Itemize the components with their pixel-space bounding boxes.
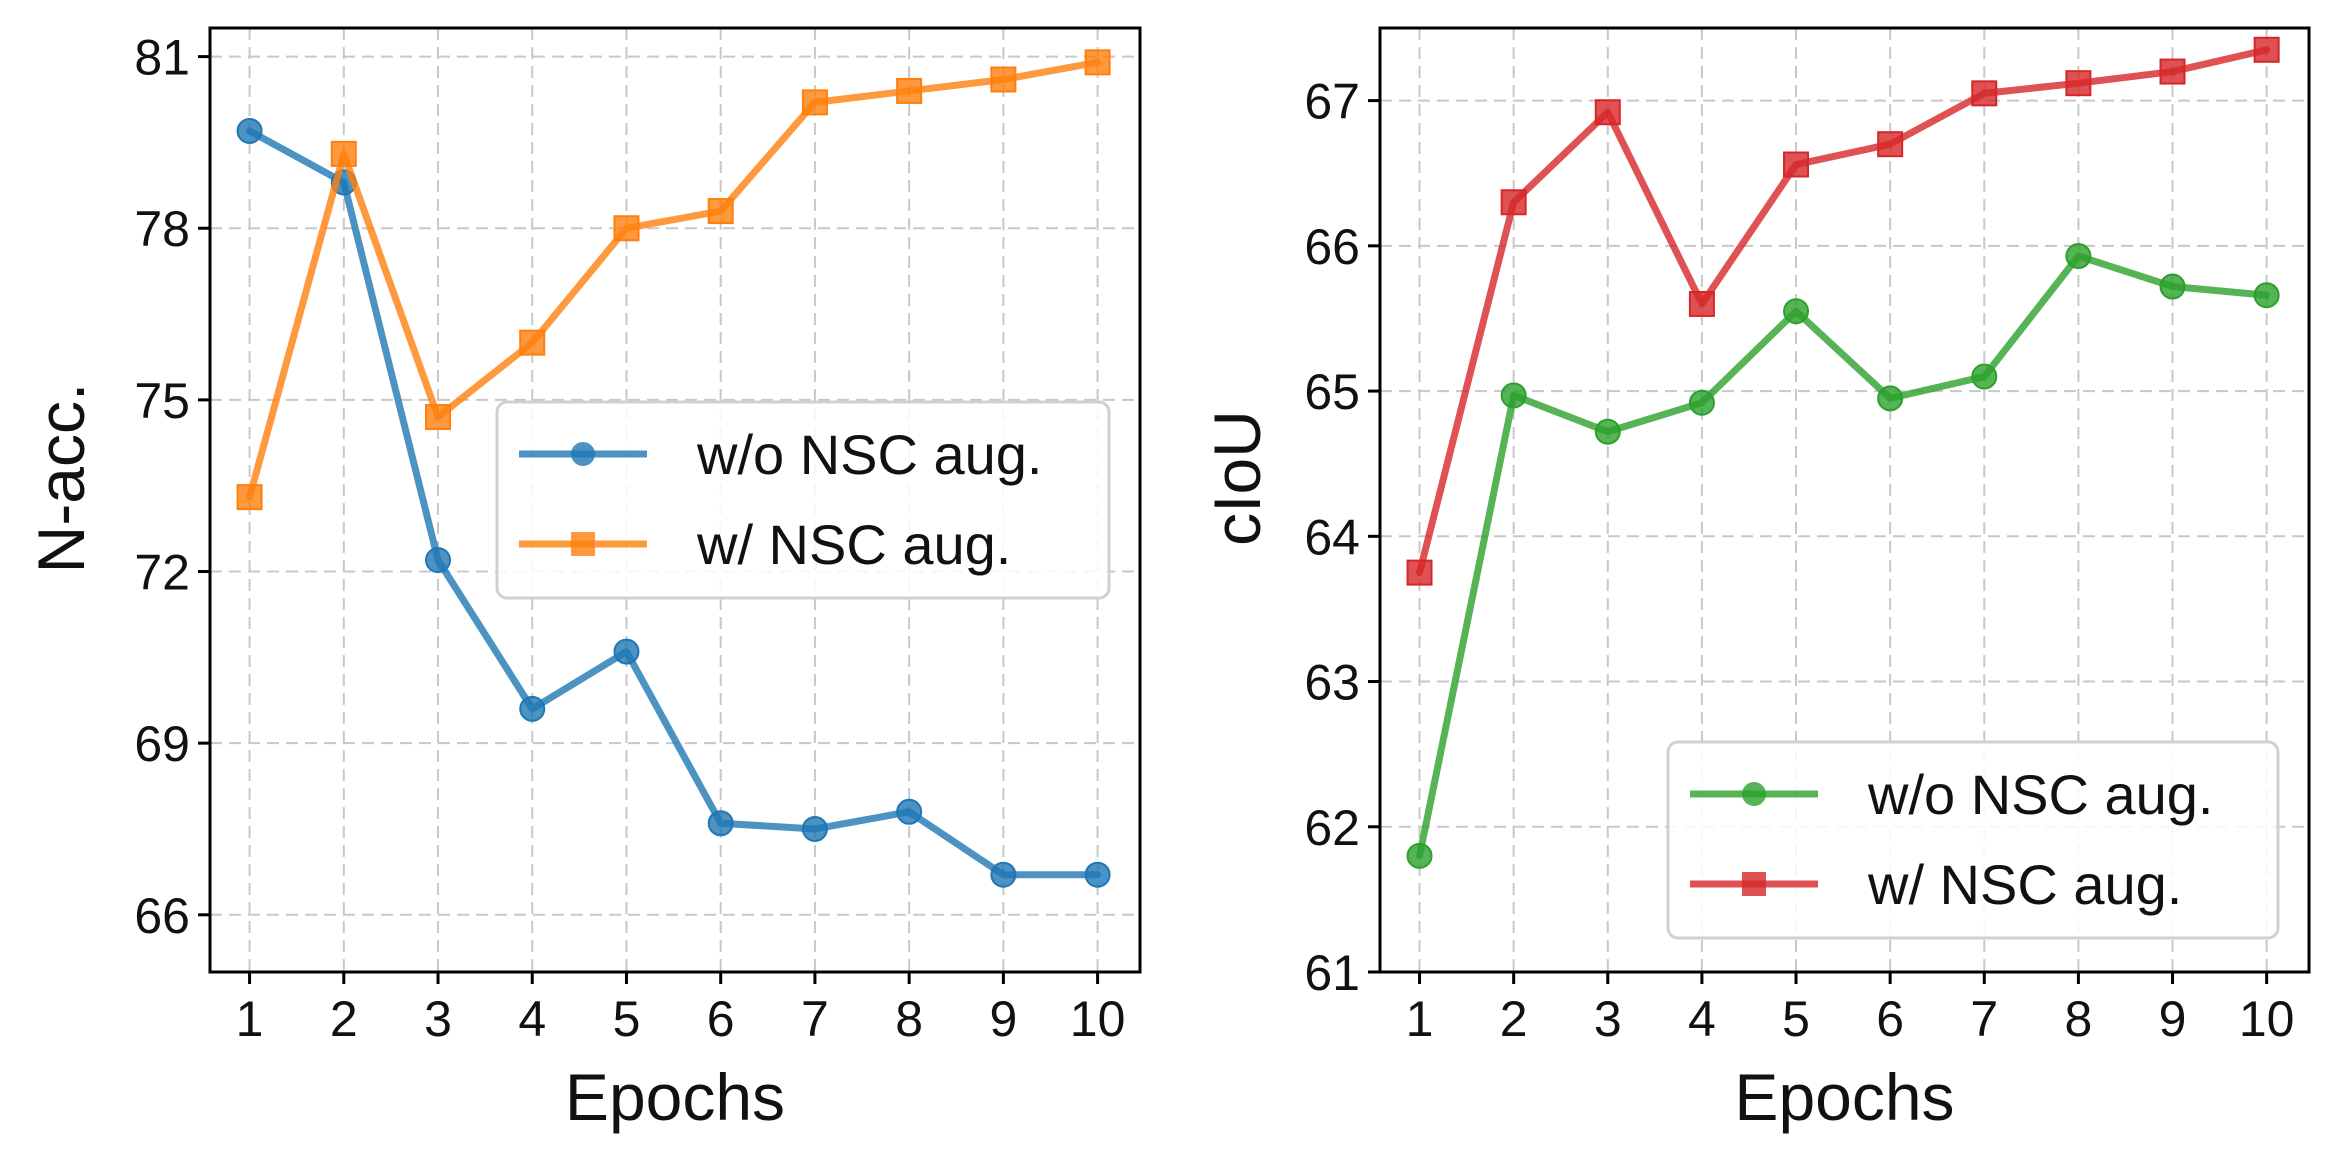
x-tick-label: 2 (330, 991, 358, 1047)
data-point (425, 547, 452, 574)
data-point (707, 810, 734, 837)
y-tick-label: 78 (134, 201, 190, 257)
legend-label: w/ NSC aug. (696, 513, 1011, 576)
x-tick-label: 3 (1594, 991, 1622, 1047)
x-tick-label: 6 (1876, 991, 1904, 1047)
legend: w/o NSC aug. w/ NSC aug. (495, 400, 1111, 600)
data-point (1783, 298, 1810, 325)
data-point (2065, 70, 2092, 97)
axes-frame (1378, 26, 2311, 974)
x-tick-label: 1 (1406, 991, 1434, 1047)
y-tick-label: 81 (134, 30, 190, 86)
legend-box (1666, 740, 2280, 940)
data-point (896, 77, 923, 104)
y-tick-label: 61 (1304, 945, 1360, 1001)
data-point (1971, 363, 1998, 390)
x-tick-label: 8 (2064, 991, 2092, 1047)
x-tick-label: 5 (1782, 991, 1810, 1047)
legend-label: w/o NSC aug. (1867, 763, 2214, 826)
legend-box (495, 400, 1111, 600)
data-point (2159, 58, 2186, 85)
x-tick-label: 8 (895, 991, 923, 1047)
series-line-1 (1416, 252, 2271, 860)
data-point (1084, 861, 1111, 888)
data-point (1594, 418, 1621, 445)
x-tick-label: 5 (613, 991, 641, 1047)
data-point (1500, 189, 1527, 216)
data-point (236, 117, 263, 144)
data-point (519, 695, 546, 722)
y-tick-label: 66 (1304, 219, 1360, 275)
legend-marker (571, 442, 595, 466)
data-point (613, 215, 640, 242)
x-tick-label: 7 (801, 991, 829, 1047)
y-axis-label: N-acc. (24, 383, 98, 574)
x-tick-label: 4 (1688, 991, 1716, 1047)
x-tick-label: 3 (424, 991, 452, 1047)
data-point (519, 329, 546, 356)
data-point (990, 66, 1017, 93)
x-axis-label: Epochs (565, 1060, 785, 1134)
series-line-2 (246, 58, 1102, 501)
legend-marker (1742, 872, 1766, 896)
data-point (1406, 559, 1433, 586)
x-tick-label: 6 (707, 991, 735, 1047)
data-point (2065, 243, 2092, 270)
y-tick-label: 67 (1304, 74, 1360, 130)
y-tick-label: 65 (1304, 364, 1360, 420)
data-point (1688, 389, 1715, 416)
data-point (425, 404, 452, 431)
y-tick-label: 69 (134, 716, 190, 772)
data-point (236, 484, 263, 511)
data-point (1594, 99, 1621, 126)
data-point (896, 798, 923, 825)
y-axis-label: cIoU (1200, 410, 1274, 546)
data-point (1877, 131, 1904, 158)
y-tick-label: 66 (134, 888, 190, 944)
x-tick-label: 10 (1070, 991, 1126, 1047)
y-tick-label: 72 (134, 545, 190, 601)
x-axis-label: Epochs (1734, 1060, 1954, 1134)
x-tick-label: 1 (236, 991, 264, 1047)
x-tick-label: 7 (1970, 991, 1998, 1047)
x-tick-label: 9 (989, 991, 1017, 1047)
y-tick-label: 62 (1304, 800, 1360, 856)
legend-marker (571, 532, 595, 556)
legend-label: w/ NSC aug. (1867, 853, 2182, 916)
data-point (801, 89, 828, 116)
x-tick-label: 10 (2239, 991, 2295, 1047)
data-point (801, 815, 828, 842)
data-point (2253, 36, 2280, 63)
data-point (1084, 49, 1111, 76)
data-point (613, 638, 640, 665)
data-point (1688, 290, 1715, 317)
data-point (707, 198, 734, 225)
data-point (990, 861, 1017, 888)
axes-frame (208, 26, 1142, 974)
series-line-2 (1416, 46, 2271, 577)
legend: w/o NSC aug. w/ NSC aug. (1666, 740, 2280, 940)
data-point (1783, 151, 1810, 178)
data-point (1500, 382, 1527, 409)
data-point (1406, 842, 1433, 869)
x-tick-label: 2 (1500, 991, 1528, 1047)
y-tick-label: 75 (134, 373, 190, 429)
data-point (330, 140, 357, 167)
data-point (2253, 282, 2280, 309)
y-tick-label: 64 (1304, 509, 1360, 565)
data-point (2159, 273, 2186, 300)
data-point (1971, 80, 1998, 107)
series-line-1 (246, 127, 1102, 879)
legend-label: w/o NSC aug. (696, 423, 1043, 486)
data-point (1877, 385, 1904, 412)
x-tick-label: 4 (518, 991, 546, 1047)
x-tick-label: 9 (2159, 991, 2187, 1047)
y-tick-label: 63 (1304, 655, 1360, 711)
legend-marker (1742, 782, 1766, 806)
